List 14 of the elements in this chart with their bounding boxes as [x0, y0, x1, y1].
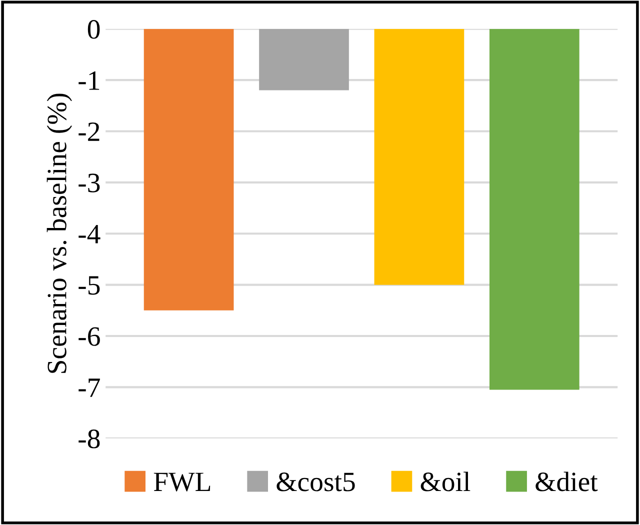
- legend-label: &diet: [536, 472, 598, 492]
- legend-label: &cost5: [276, 472, 355, 492]
- y-tick-label: -1: [78, 71, 100, 90]
- y-tick-label: -3: [78, 174, 100, 192]
- legend-label: &oil: [420, 472, 470, 492]
- y-tick-label: -6: [78, 327, 100, 346]
- y-tick-label: -7: [78, 378, 100, 397]
- y-tick-label: -8: [78, 430, 100, 448]
- y-axis-title: Scenario vs. baseline (%): [46, 94, 72, 373]
- legend-label: FWL: [154, 472, 210, 492]
- y-tick-label: -2: [78, 122, 100, 141]
- y-tick-label: 0: [88, 20, 100, 39]
- y-tick-label: -5: [78, 276, 100, 295]
- y-tick-label: -4: [78, 224, 100, 244]
